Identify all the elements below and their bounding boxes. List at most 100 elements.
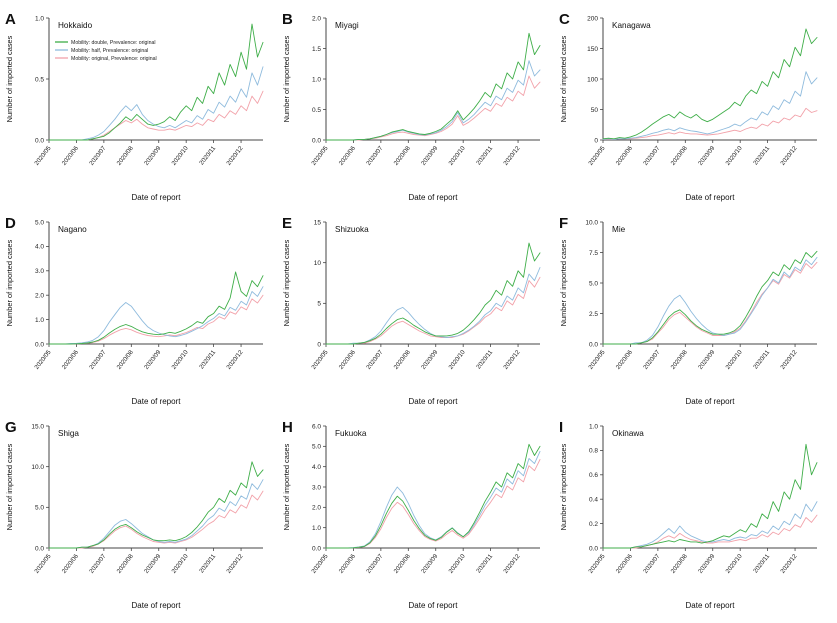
- y-tick-label: 1.0: [312, 76, 321, 83]
- series-line-half: [48, 286, 264, 345]
- y-axis-label: Number of imported cases: [5, 443, 14, 530]
- x-axis-label: Date of report: [132, 397, 182, 406]
- y-tick-label: 1.5: [312, 46, 321, 53]
- y-axis-label: Number of imported cases: [5, 239, 14, 326]
- axes: [48, 222, 263, 345]
- y-tick-label: 10.0: [31, 464, 44, 471]
- legend-label-double: Mobility: double, Prevalence: original: [71, 40, 156, 46]
- series-line-original: [48, 90, 264, 141]
- series-line-half: [602, 501, 818, 549]
- y-axis-label: Number of imported cases: [282, 35, 291, 122]
- x-tick-label: 2020/10: [447, 144, 467, 166]
- x-tick-label: 2020/10: [724, 348, 744, 370]
- y-tick-label: 0.8: [589, 448, 598, 455]
- series-line-double: [602, 28, 818, 140]
- x-axis-label: Date of report: [409, 193, 459, 202]
- panel-title: Fukuoka: [335, 429, 367, 438]
- y-tick-label: 0.0: [589, 545, 598, 552]
- series-line-half: [602, 256, 818, 345]
- y-tick-label: 10.0: [585, 219, 598, 226]
- chart-panel-c: C 0 50 100 150 200 2020/05 2020/06 2020/07 2020/0…: [557, 6, 829, 210]
- axes: [325, 18, 540, 141]
- x-tick-label: 2020/06: [338, 348, 358, 370]
- y-tick-label: 7.5: [589, 250, 598, 257]
- series-line-original: [325, 75, 541, 141]
- y-tick-label: 1.0: [35, 15, 44, 22]
- y-tick-label: 0.6: [589, 472, 598, 479]
- axes: [48, 426, 263, 549]
- x-tick-label: 2020/05: [33, 144, 53, 166]
- series-line-double: [325, 242, 541, 345]
- panel-title: Nagano: [58, 225, 87, 234]
- chart-panel-g: G 0.0 5.0 10.0 15.0 2020/05 2020/06 2020/07 2020…: [3, 414, 275, 618]
- x-tick-label: 2020/12: [779, 144, 799, 166]
- x-tick-label: 2020/09: [420, 144, 440, 166]
- x-tick-label: 2020/06: [615, 552, 635, 574]
- series-line-half: [325, 60, 541, 141]
- x-tick-label: 2020/05: [310, 348, 330, 370]
- panel-letter-i: I: [559, 419, 563, 436]
- x-tick-label: 2020/06: [61, 348, 81, 370]
- panel-letter-a: A: [5, 11, 16, 28]
- x-tick-label: 2020/11: [475, 348, 494, 370]
- panel-title: Shiga: [58, 429, 79, 438]
- x-tick-label: 2020/07: [642, 552, 662, 574]
- chart-svg-f: F 0.0 2.5 5.0 7.5 10.0 2020/05 2020/06 2020/07 20…: [559, 215, 818, 406]
- series-line-double: [48, 23, 264, 141]
- panel-letter-f: F: [559, 215, 568, 232]
- y-axis-label: Number of imported cases: [559, 443, 568, 530]
- y-tick-label: 0.0: [35, 137, 44, 144]
- panel-letter-b: B: [282, 11, 293, 28]
- y-tick-label: 0.2: [589, 521, 598, 528]
- x-tick-label: 2020/12: [502, 144, 522, 166]
- y-tick-label: 3.0: [312, 484, 321, 491]
- x-tick-label: 2020/07: [642, 144, 662, 166]
- y-tick-label: 0.0: [35, 341, 44, 348]
- x-axis-label: Date of report: [132, 601, 182, 610]
- y-tick-label: 5.0: [35, 219, 44, 226]
- series-line-double: [48, 271, 264, 345]
- x-tick-label: 2020/10: [724, 552, 744, 574]
- y-axis-label: Number of imported cases: [559, 239, 568, 326]
- x-axis-label: Date of report: [686, 397, 736, 406]
- x-tick-label: 2020/05: [310, 144, 330, 166]
- x-tick-label: 2020/12: [779, 348, 799, 370]
- chart-svg-c: C 0 50 100 150 200 2020/05 2020/06 2020/07 2020/0…: [559, 11, 818, 202]
- x-tick-label: 2020/08: [670, 144, 690, 166]
- x-tick-label: 2020/08: [670, 348, 690, 370]
- x-tick-label: 2020/11: [475, 144, 494, 166]
- x-axis-label: Date of report: [686, 601, 736, 610]
- chart-svg-i: I 0.0 0.2 0.4 0.6 0.8 1.0 2020/05 2020/06 2020/07…: [559, 419, 818, 610]
- chart-panel-e: E 0 5 10 15 2020/05 2020/06 2020/07 2020/08 2020/…: [280, 210, 552, 414]
- series-line-half: [48, 479, 264, 549]
- y-tick-label: 5: [317, 301, 321, 308]
- x-tick-label: 2020/07: [365, 348, 385, 370]
- panel-letter-d: D: [5, 215, 16, 232]
- series-line-original: [48, 294, 264, 345]
- series-line-double: [602, 443, 818, 549]
- y-tick-label: 15: [314, 219, 322, 226]
- y-tick-label: 2.0: [312, 505, 321, 512]
- y-tick-label: 5.0: [589, 280, 598, 287]
- x-tick-label: 2020/11: [752, 144, 771, 166]
- x-tick-label: 2020/09: [420, 552, 440, 574]
- panel-letter-c: C: [559, 11, 570, 28]
- y-tick-label: 4.0: [35, 244, 44, 251]
- y-tick-label: 50: [591, 107, 599, 114]
- chart-panel-h: H 0.0 1.0 2.0 3.0 4.0 5.0 6.0 2020/05 2020/06 2020…: [280, 414, 552, 618]
- series-line-original: [325, 276, 541, 345]
- legend-label-half: Mobility: half, Prevalence: original: [71, 48, 148, 54]
- series-line-double: [325, 32, 541, 141]
- chart-svg-a: A 0.0 0.5 1.0 2020/05 2020/06 2020/07 2020/08 20…: [5, 11, 264, 202]
- chart-panel-f: F 0.0 2.5 5.0 7.5 10.0 2020/05 2020/06 2020/07 20…: [557, 210, 829, 414]
- series-line-original: [48, 490, 264, 549]
- x-tick-label: 2020/09: [697, 552, 717, 574]
- x-tick-label: 2020/08: [393, 552, 413, 574]
- chart-svg-d: D 0.0 1.0 2.0 3.0 4.0 5.0 2020/05 2020/06 2020/07…: [5, 215, 264, 406]
- x-tick-label: 2020/08: [116, 348, 136, 370]
- x-tick-label: 2020/12: [225, 144, 245, 166]
- y-tick-label: 15.0: [31, 423, 44, 430]
- y-tick-label: 0.5: [35, 76, 44, 83]
- y-tick-label: 100: [587, 76, 598, 83]
- x-tick-label: 2020/09: [420, 348, 440, 370]
